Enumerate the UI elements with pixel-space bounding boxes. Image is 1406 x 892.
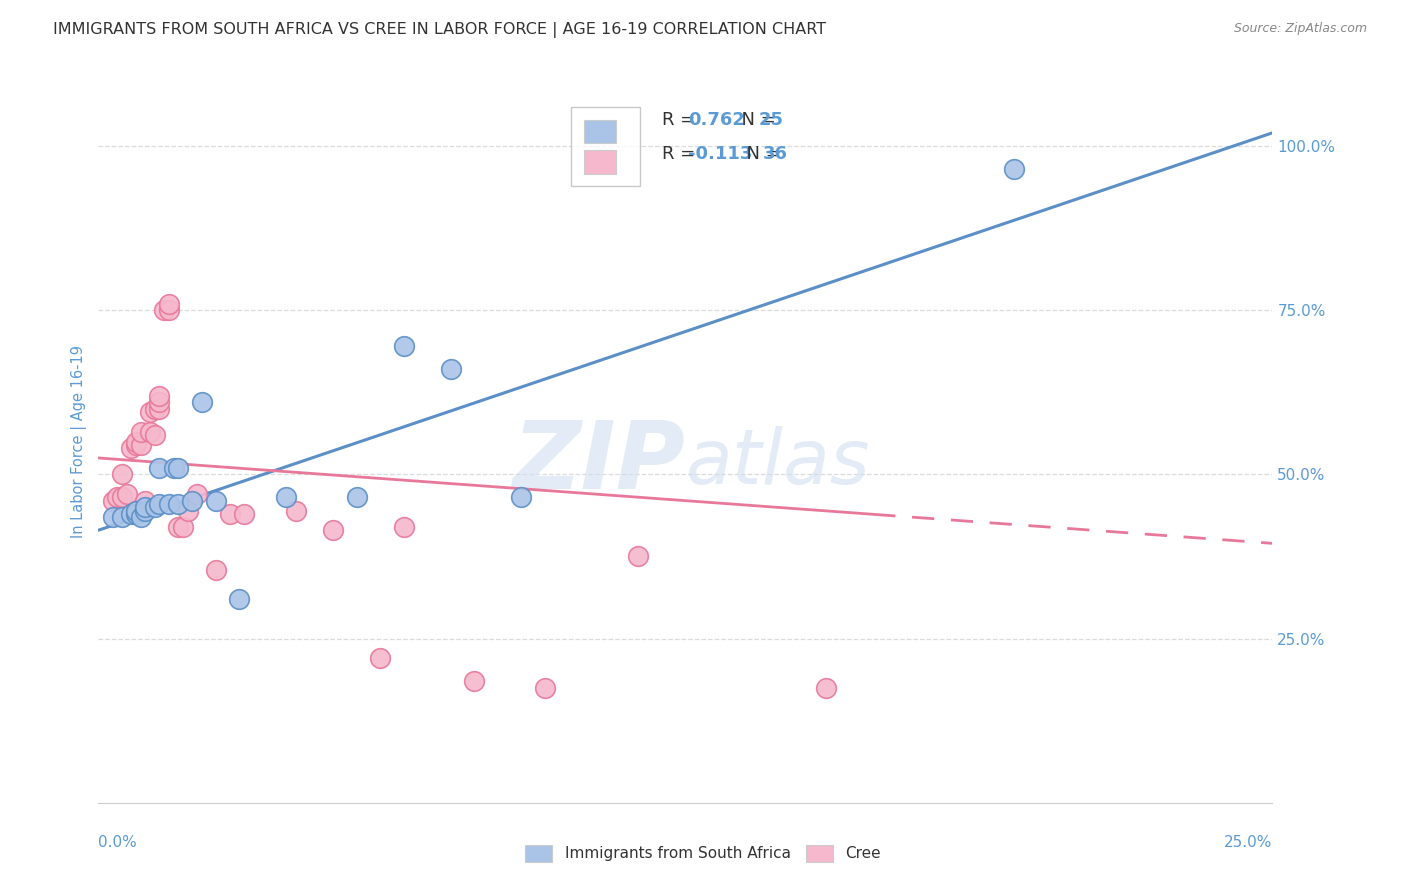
Point — [186, 487, 208, 501]
Point — [101, 510, 124, 524]
Point — [129, 438, 152, 452]
Point — [172, 520, 194, 534]
Point — [162, 460, 184, 475]
Point — [439, 362, 461, 376]
Point — [181, 493, 204, 508]
Point — [125, 503, 148, 517]
Point — [143, 401, 166, 416]
Point — [205, 563, 228, 577]
Text: atlas: atlas — [686, 426, 870, 500]
Text: 0.0%: 0.0% — [98, 835, 138, 850]
Point — [346, 491, 368, 505]
Point — [233, 507, 256, 521]
Point — [276, 491, 298, 505]
Point — [115, 487, 138, 501]
Point — [392, 339, 415, 353]
Point — [284, 503, 307, 517]
Point — [111, 491, 134, 505]
Point — [143, 500, 166, 515]
Point — [125, 438, 148, 452]
Point — [101, 493, 124, 508]
Text: IMMIGRANTS FROM SOUTH AFRICA VS CREE IN LABOR FORCE | AGE 16-19 CORRELATION CHAR: IMMIGRANTS FROM SOUTH AFRICA VS CREE IN … — [53, 22, 827, 38]
Point — [129, 510, 152, 524]
Point — [111, 510, 134, 524]
Point — [120, 507, 142, 521]
Text: N =: N = — [730, 112, 782, 129]
Point — [368, 651, 391, 665]
Point — [148, 460, 170, 475]
Text: -0.113: -0.113 — [688, 145, 752, 163]
Point — [167, 460, 190, 475]
Point — [392, 520, 415, 534]
Point — [167, 497, 190, 511]
Point — [148, 388, 170, 402]
Text: 0.762: 0.762 — [688, 112, 745, 129]
Point — [463, 674, 485, 689]
Text: N =: N = — [735, 145, 786, 163]
Point — [627, 549, 650, 564]
Point — [533, 681, 555, 695]
Point — [125, 434, 148, 449]
Point — [111, 467, 134, 482]
Text: R =: R = — [662, 145, 702, 163]
Point — [105, 491, 128, 505]
Legend: Immigrants from South Africa, Cree: Immigrants from South Africa, Cree — [519, 838, 887, 868]
Point — [205, 493, 228, 508]
Point — [228, 592, 250, 607]
Point — [176, 503, 198, 517]
Point — [134, 493, 156, 508]
Point — [190, 395, 212, 409]
Text: 36: 36 — [763, 145, 787, 163]
Point — [120, 441, 142, 455]
Point — [219, 507, 242, 521]
Text: 25: 25 — [758, 112, 783, 129]
Point — [129, 425, 152, 439]
Point — [157, 296, 180, 310]
Point — [134, 503, 156, 517]
Point — [157, 303, 180, 318]
Point — [125, 507, 148, 521]
Point — [322, 523, 344, 537]
Text: ZIP: ZIP — [513, 417, 686, 509]
Legend: , : , — [571, 107, 640, 186]
Point — [148, 497, 170, 511]
Text: 25.0%: 25.0% — [1225, 835, 1272, 850]
Point — [153, 303, 176, 318]
Point — [167, 520, 190, 534]
Point — [510, 491, 533, 505]
Point — [143, 428, 166, 442]
Point — [157, 497, 180, 511]
Point — [139, 405, 162, 419]
Point — [148, 395, 170, 409]
Point — [1002, 161, 1025, 176]
Y-axis label: In Labor Force | Age 16-19: In Labor Force | Age 16-19 — [72, 345, 87, 538]
Text: Source: ZipAtlas.com: Source: ZipAtlas.com — [1233, 22, 1367, 36]
Point — [148, 401, 170, 416]
Point — [815, 681, 838, 695]
Point — [139, 425, 162, 439]
Point — [134, 500, 156, 515]
Text: R =: R = — [662, 112, 702, 129]
